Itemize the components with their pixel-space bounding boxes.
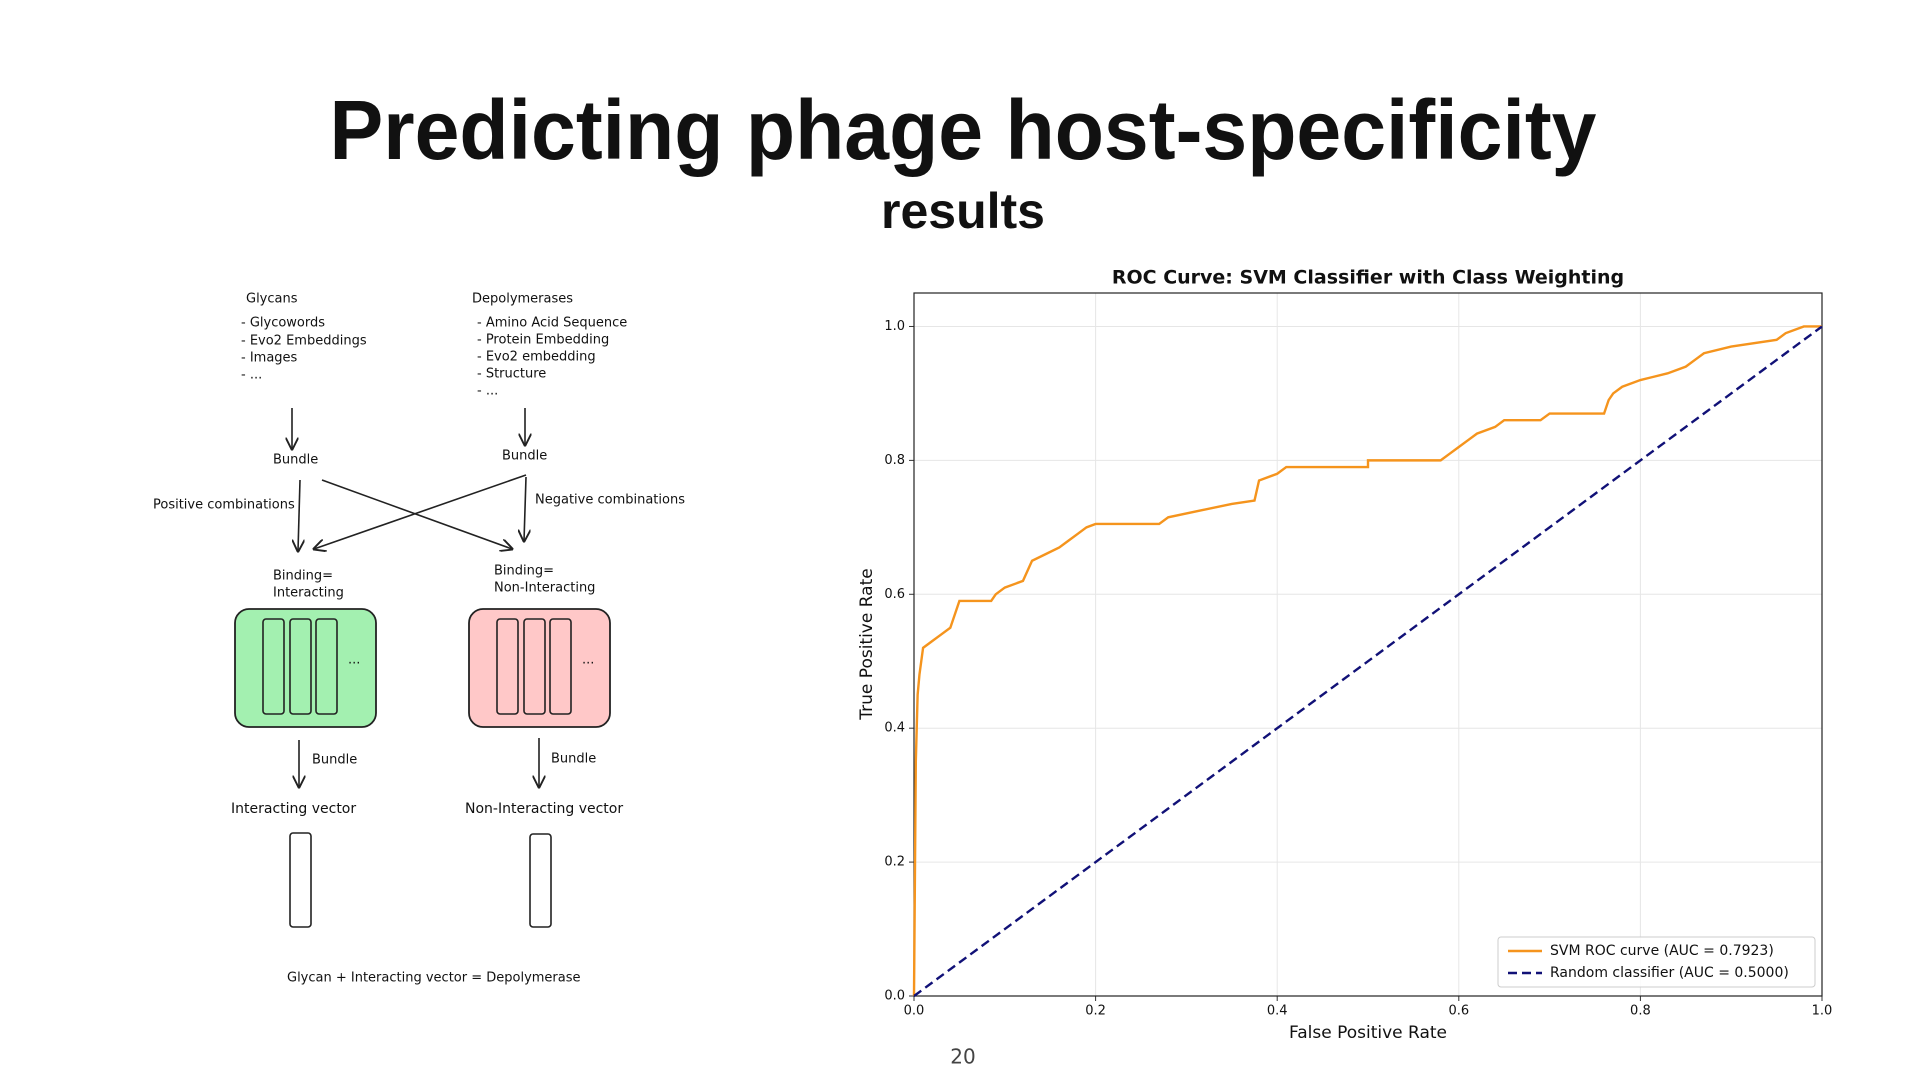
diagram-text: Depolymerases: [472, 292, 573, 307]
diagram-text: Bundle: [502, 449, 547, 464]
arrow: [314, 474, 527, 549]
roc-line: [912, 325, 1822, 997]
y-tick-label: 0.6: [884, 587, 905, 602]
arrow: [298, 479, 300, 551]
diagram-text: Binding=: [273, 569, 333, 584]
box-slot: [523, 618, 546, 715]
diagram-text: ...: [582, 653, 594, 668]
diagram-text: - Evo2 Embeddings: [241, 334, 367, 349]
x-tick-label: 0.2: [1085, 1004, 1106, 1019]
x-axis-label: False Positive Rate: [1289, 1023, 1447, 1043]
x-tick-label: 1.0: [1812, 1004, 1833, 1019]
y-tick-label: 1.0: [884, 319, 905, 334]
diagram-text: Interacting vector: [231, 801, 356, 817]
diagram-text: Negative combinations: [535, 493, 685, 508]
plot-frame: [913, 292, 1823, 997]
x-tick-label: 0.0: [904, 1004, 925, 1019]
legend-label: Random classifier (AUC = 0.5000): [1550, 965, 1789, 981]
arrow: [321, 479, 512, 549]
y-tick-label: 0.4: [884, 721, 905, 736]
y-tick-label: 0.0: [884, 989, 905, 1004]
diagram-text: Bundle: [312, 753, 357, 768]
diagram-text: - ...: [477, 384, 498, 399]
roc-line: [913, 325, 1823, 997]
diagram-text: Positive combinations: [153, 498, 295, 513]
arrow: [524, 476, 526, 541]
y-axis-label: True Positive Rate: [857, 568, 877, 720]
box-slot: [496, 618, 519, 715]
diagram-text: - Protein Embedding: [477, 333, 609, 348]
diagram-text: Interacting: [273, 586, 344, 601]
page-number: 20: [950, 1045, 975, 1069]
legend-label: SVM ROC curve (AUC = 0.7923): [1550, 943, 1774, 959]
diagram-text: - ...: [241, 368, 262, 383]
slide-subtitle: results: [881, 183, 1045, 239]
slide-title: Predicting phage host-specificity: [330, 83, 1597, 177]
diagram-text: - Structure: [477, 367, 546, 382]
diagram-text: - Images: [241, 351, 298, 366]
box-slot: [262, 618, 285, 715]
legend-box: [1497, 936, 1816, 988]
x-tick-label: 0.6: [1448, 1004, 1469, 1019]
interacting-box: [234, 608, 377, 728]
diagram-text: Binding=: [494, 564, 554, 579]
diagram-text: Non-Interacting: [494, 581, 595, 596]
non-interacting-box: [468, 608, 611, 728]
diagram-text: ...: [348, 653, 360, 668]
diagram-text: Glycans: [246, 292, 298, 307]
diagram-text: Non-Interacting vector: [465, 801, 623, 817]
diagram-text: Glycan + Interacting vector = Depolymera…: [287, 971, 581, 986]
y-tick-label: 0.8: [884, 453, 905, 468]
box-slot: [289, 618, 312, 715]
chart-title: ROC Curve: SVM Classifier with Class Wei…: [1112, 267, 1624, 289]
box-slot: [315, 618, 338, 715]
x-tick-label: 0.8: [1630, 1004, 1651, 1019]
diagram-text: - Amino Acid Sequence: [477, 316, 627, 331]
x-tick-label: 0.4: [1267, 1004, 1288, 1019]
vector: [289, 832, 312, 928]
diagram: Glycans - Glycowords - Evo2 Embeddings -…: [153, 292, 685, 986]
roc-chart: ROC Curve: SVM Classifier with Class Wei…: [857, 267, 1832, 1044]
diagram-text: - Evo2 embedding: [477, 350, 596, 365]
diagram-text: Bundle: [273, 453, 318, 468]
vector: [529, 833, 552, 928]
diagram-text: - Glycowords: [241, 316, 325, 331]
box-slot: [549, 618, 572, 715]
diagram-text: Bundle: [551, 752, 596, 767]
y-tick-label: 0.2: [884, 855, 905, 870]
